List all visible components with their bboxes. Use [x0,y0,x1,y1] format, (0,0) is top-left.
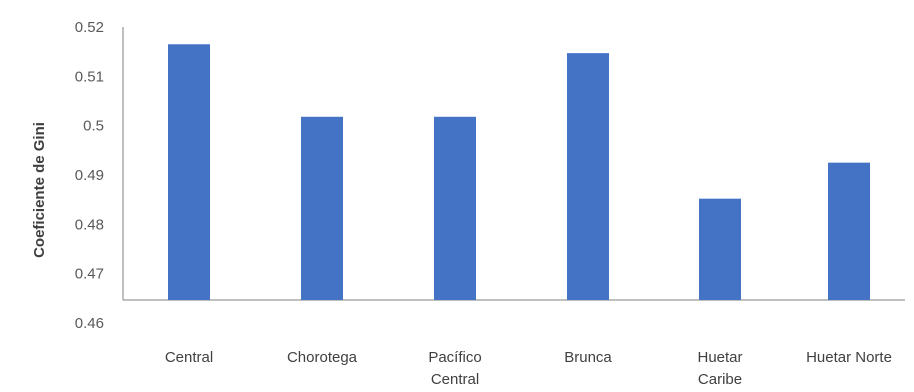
y-tick-label: 0.47 [75,266,104,283]
y-tick-label: 0.5 [83,118,104,135]
category-label: Huetar Norte [806,349,892,366]
category-label-line: Huetar [697,349,742,366]
category-label-line: Central [431,371,479,388]
category-label-line: Brunca [564,349,612,366]
category-label-line: Caribe [698,371,742,388]
bar [699,198,741,300]
category-label: Huetar Caribe [697,349,742,388]
category-label: Pacífico Central [428,349,481,388]
category-label: Chorotega [287,349,358,366]
y-axis-title: Coeficiente de Gini [31,122,48,258]
y-tick-label: 0.49 [75,167,104,184]
category-label-line: Pacífico [428,349,481,366]
bar [567,53,609,300]
category-label: Central [165,349,213,366]
category-label-line: Chorotega [287,349,358,366]
y-tick-label: 0.46 [75,315,104,332]
category-label-line: Huetar Norte [806,349,892,366]
y-tick-label: 0.52 [75,19,104,36]
bar [434,116,476,300]
bar [828,162,870,300]
bar [168,44,210,301]
bar [301,116,343,300]
category-label-line: Central [165,349,213,366]
y-tick-label: 0.48 [75,216,104,233]
y-tick-label: 0.51 [75,68,104,85]
category-label: Brunca [564,349,612,366]
